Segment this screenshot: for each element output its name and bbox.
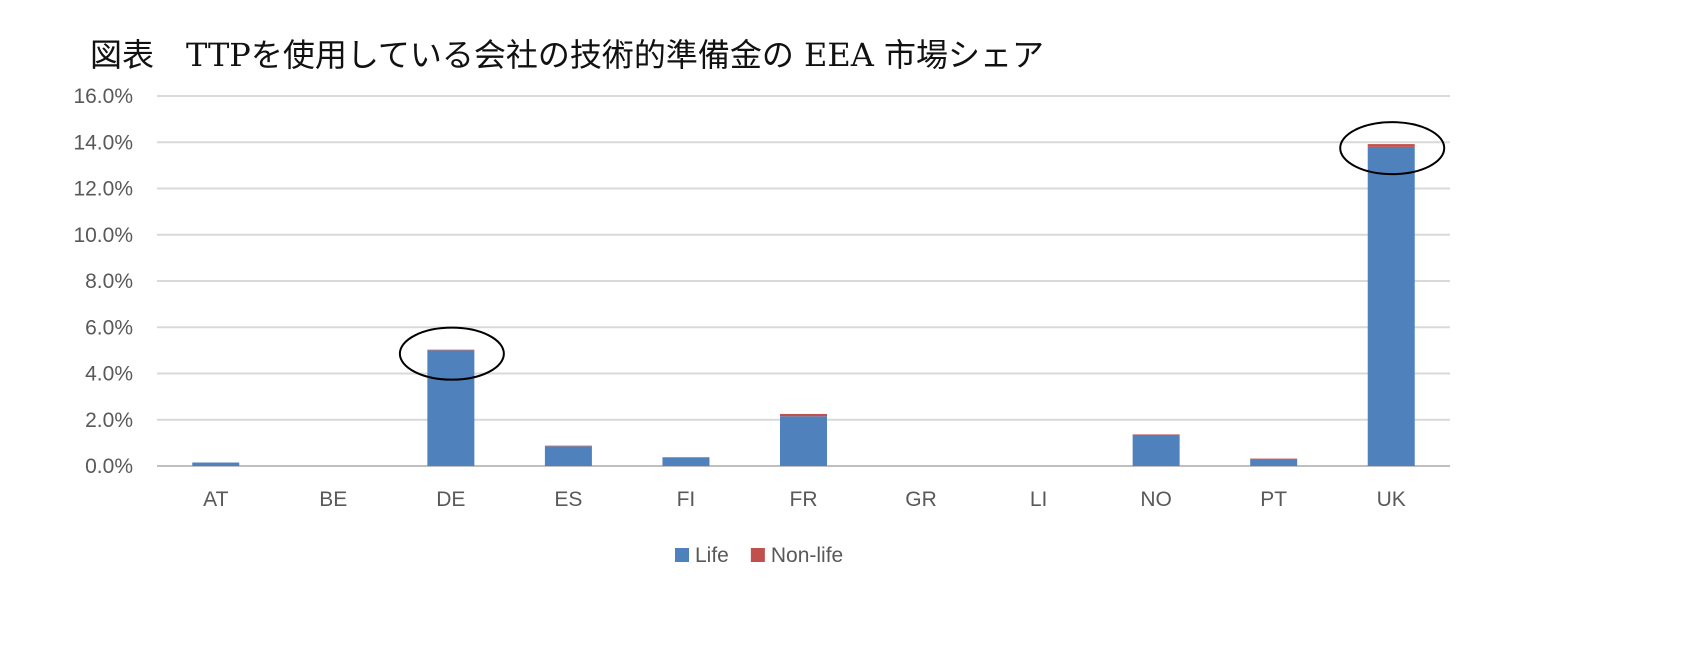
- highlight-ellipse-uk: [1339, 121, 1446, 176]
- y-tick-label: 12.0%: [73, 178, 133, 201]
- x-tick-label: FI: [677, 488, 696, 511]
- bars: [192, 144, 1415, 466]
- x-tick-label: PT: [1260, 488, 1287, 511]
- bar-life-uk: [1367, 146, 1415, 466]
- x-axis-ticks: AT BE DE ES FI FR GR LI NO PT UK: [203, 488, 1406, 511]
- bar-life-pt: [1250, 459, 1298, 466]
- x-tick-label: NO: [1140, 488, 1172, 511]
- annotations: [398, 121, 1446, 381]
- bar-non-life-fi: [662, 457, 710, 458]
- y-tick-label: 10.0%: [73, 224, 133, 247]
- legend-swatch-non-life: [750, 548, 765, 562]
- y-tick-label: 4.0%: [85, 363, 133, 386]
- x-tick-label: LI: [1030, 488, 1048, 511]
- x-tick-label: UK: [1377, 488, 1406, 511]
- legend-label-non-life: Non-life: [771, 544, 843, 567]
- bar-non-life-de: [427, 349, 475, 351]
- bar-life-fi: [662, 457, 710, 466]
- y-tick-label: 14.0%: [73, 131, 133, 154]
- bar-life-de: [427, 350, 475, 466]
- legend: Life Non-life: [675, 544, 843, 567]
- bar-non-life-es: [544, 445, 592, 447]
- y-tick-label: 8.0%: [85, 270, 133, 293]
- legend-swatch-life: [675, 548, 689, 562]
- bar-non-life-uk: [1367, 144, 1415, 147]
- bar-life-no: [1132, 434, 1180, 466]
- x-tick-label: ES: [554, 488, 582, 511]
- x-tick-label: FR: [790, 488, 818, 511]
- x-tick-label: BE: [319, 488, 347, 511]
- x-tick-label: AT: [203, 488, 228, 511]
- bar-life-es: [544, 446, 592, 466]
- gridlines: [157, 95, 1450, 467]
- bar-non-life-pt: [1250, 458, 1298, 460]
- y-tick-label: 0.0%: [85, 455, 133, 478]
- chart-title: 図表 TTPを使用している会社の技術的準備金の EEA 市場シェア: [90, 36, 1045, 74]
- y-axis-ticks: 0.0% 2.0% 4.0% 6.0% 8.0% 10.0% 12.0% 14.0% 16.0%: [73, 85, 133, 478]
- bar-non-life-fr: [780, 413, 827, 417]
- bar-life-fr: [780, 416, 827, 466]
- y-tick-label: 2.0%: [85, 409, 133, 432]
- x-tick-label: DE: [436, 488, 465, 511]
- legend-label-life: Life: [695, 544, 729, 567]
- y-tick-label: 6.0%: [85, 316, 133, 339]
- bar-life-at: [192, 462, 240, 466]
- highlight-ellipse-de: [398, 326, 505, 381]
- y-tick-label: 16.0%: [73, 85, 133, 108]
- x-tick-label: GR: [905, 488, 937, 511]
- bar-non-life-no: [1132, 434, 1180, 435]
